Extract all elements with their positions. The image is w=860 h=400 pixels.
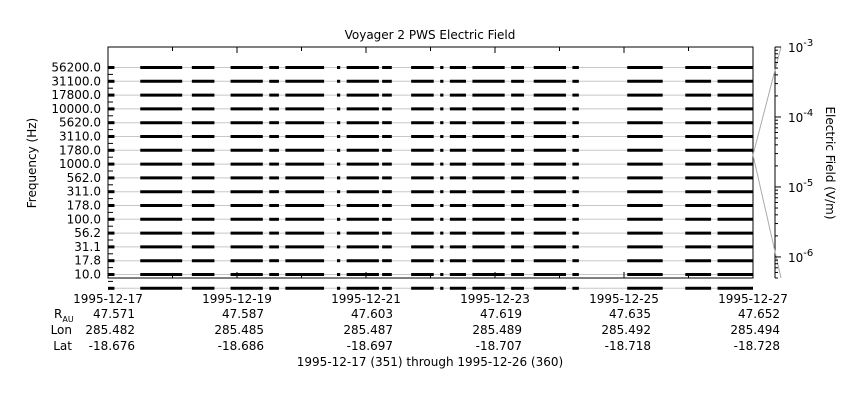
ephem-value: 47.619 [480,307,522,321]
ephem-value: -18.718 [605,339,651,353]
y2-fan-line [752,46,782,156]
ephem-value: 47.603 [351,307,393,321]
y2-fan-line [752,154,782,279]
y-tick-label: 56200.0 [51,61,101,75]
x-tick-label: 1995-12-23 [460,292,530,306]
y2-tick-label: 10-4 [788,108,813,125]
ephemeris-table: RAU 47.571 47.587 47.603 47.619 47.635 47.652 L… [51,307,780,353]
ephem-value: 47.571 [93,307,135,321]
ephem-value: 285.485 [214,323,264,337]
ephem-value: 285.482 [85,323,135,337]
x-tick-label: 1995-12-19 [202,292,272,306]
ephem-value: 285.494 [730,323,780,337]
ephem-value: 47.635 [609,307,651,321]
y-tick-label: 17800.0 [51,88,101,102]
ephem-value: 47.652 [738,307,780,321]
ephem-row-label: RAU [54,307,74,324]
ephem-value: 47.587 [222,307,264,321]
date-range-footer: 1995-12-17 (351) through 1995-12-26 (360… [297,355,563,369]
ephem-row-label: Lon [51,323,72,337]
y-tick-label: 3110.0 [59,130,101,144]
ephem-value: -18.676 [89,339,135,353]
y-tick-label: 311.0 [67,185,101,199]
y-tick-label: 56.2 [74,226,101,240]
y-tick-label: 100.0 [67,212,101,226]
y-tick-label: 10.0 [74,268,101,282]
y-tick-label: 1000.0 [59,157,101,171]
y-tick-label: 5620.0 [59,116,101,130]
ephem-value: 285.487 [343,323,393,337]
y-tick-label: 10000.0 [51,102,101,116]
x-tick-label: 1995-12-25 [589,292,659,306]
ephem-value: -18.686 [218,339,264,353]
y-tick-label: 1780.0 [59,143,101,157]
ephem-value: -18.707 [476,339,522,353]
y-tick-label: 178.0 [67,199,101,213]
ephem-value: 285.492 [601,323,651,337]
y-axis-label: Frequency (Hz) [25,118,39,209]
y-axis-frequency: 56200.031100.017800.010000.05620.03110.0… [51,61,113,282]
y-tick-label: 31.1 [74,240,101,254]
y2-axis-label: Electric Field (V/m) [823,106,837,219]
ephem-value: -18.728 [734,339,780,353]
y-tick-label: 17.8 [74,254,101,268]
y-tick-label: 562.0 [67,171,101,185]
y2-tick-label: 10-3 [788,38,813,55]
channel-traces [108,66,753,290]
y-axis-electric-field: 10-3 10-4 10-5 10-6 [752,38,813,279]
ephem-row-label: Lat [53,339,72,353]
x-tick-label: 1995-12-17 [73,292,143,306]
x-tick-label: 1995-12-21 [331,292,401,306]
y2-tick-label: 10-5 [788,178,813,195]
ephem-value: -18.697 [347,339,393,353]
y2-tick-label: 10-6 [788,248,813,265]
y-tick-label: 31100.0 [51,74,101,88]
x-axis-time: 1995-12-17 1995-12-19 1995-12-21 1995-12-23… [73,47,788,306]
ephem-value: 285.489 [472,323,522,337]
x-tick-label: 1995-12-27 [718,292,788,306]
chart-title: Voyager 2 PWS Electric Field [345,28,516,42]
